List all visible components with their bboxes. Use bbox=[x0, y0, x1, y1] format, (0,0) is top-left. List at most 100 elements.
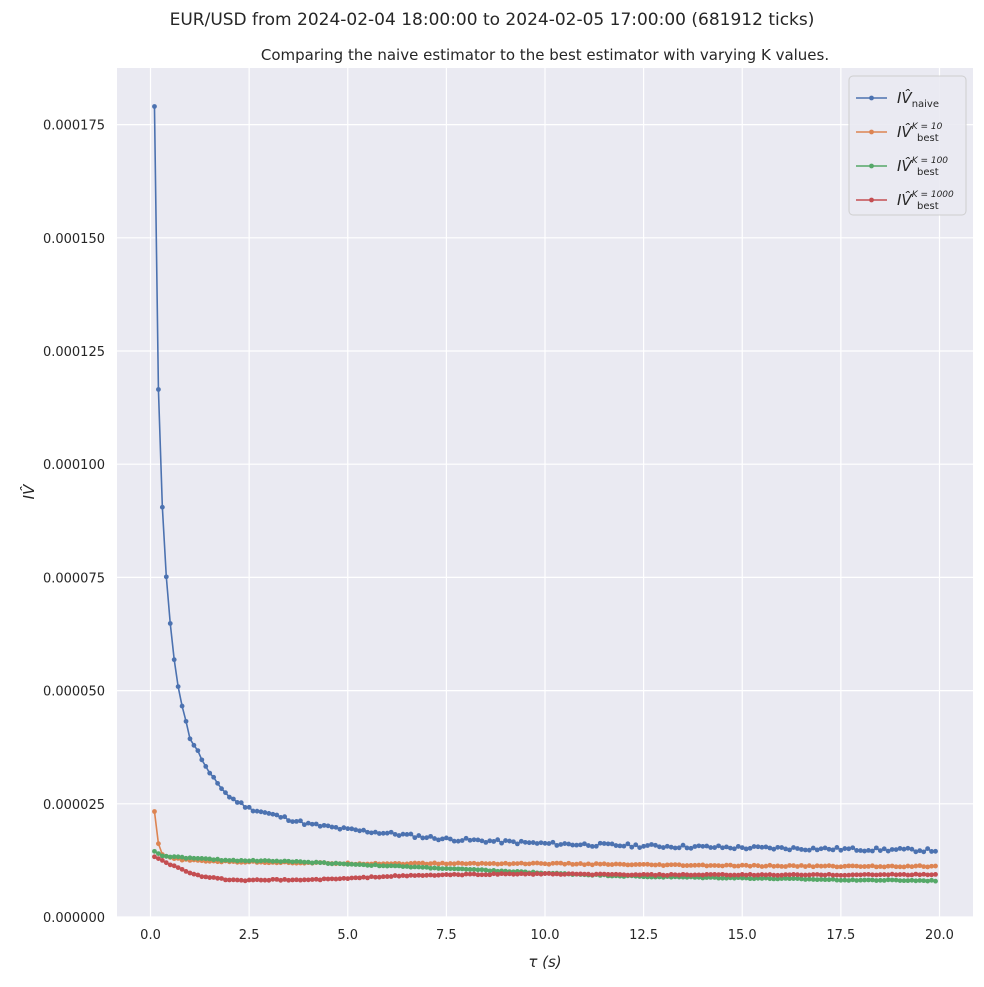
data-point bbox=[223, 857, 228, 863]
data-point bbox=[179, 866, 185, 872]
data-point bbox=[688, 872, 694, 878]
data-point bbox=[534, 860, 540, 866]
data-point bbox=[704, 872, 710, 877]
data-point bbox=[443, 861, 449, 867]
data-point bbox=[534, 841, 540, 846]
data-point bbox=[428, 861, 433, 867]
data-point bbox=[191, 871, 197, 877]
data-point bbox=[440, 872, 445, 878]
chart-suptitle: EUR/USD from 2024-02-04 18:00:00 to 2024… bbox=[170, 10, 815, 30]
data-point bbox=[400, 831, 406, 837]
data-point bbox=[728, 872, 733, 878]
data-point bbox=[881, 878, 887, 883]
data-point bbox=[436, 866, 441, 871]
data-point bbox=[696, 843, 702, 849]
legend-subscript: best bbox=[917, 201, 939, 212]
data-point bbox=[885, 848, 891, 854]
data-point bbox=[384, 863, 390, 869]
data-point bbox=[511, 861, 516, 866]
data-point bbox=[451, 861, 457, 867]
data-point bbox=[388, 863, 394, 869]
data-point bbox=[270, 876, 276, 882]
data-point bbox=[436, 837, 441, 843]
data-point bbox=[234, 800, 240, 805]
data-point bbox=[779, 864, 785, 869]
data-point bbox=[810, 864, 816, 870]
data-point bbox=[447, 836, 453, 842]
data-point bbox=[870, 872, 875, 878]
data-point bbox=[357, 875, 362, 881]
data-point bbox=[349, 875, 355, 881]
data-point bbox=[234, 877, 240, 883]
data-point bbox=[834, 877, 840, 883]
data-point bbox=[885, 872, 891, 878]
data-point bbox=[925, 878, 931, 884]
data-point bbox=[925, 864, 931, 870]
data-point bbox=[743, 846, 749, 852]
data-point bbox=[913, 878, 919, 884]
data-point bbox=[372, 862, 378, 868]
data-point bbox=[487, 838, 493, 844]
data-point bbox=[921, 849, 927, 855]
data-point bbox=[605, 841, 611, 847]
data-point bbox=[574, 871, 579, 877]
data-point bbox=[238, 858, 244, 863]
data-point bbox=[637, 872, 643, 878]
legend-marker bbox=[869, 197, 874, 203]
data-point bbox=[266, 877, 272, 883]
data-point bbox=[152, 104, 157, 109]
data-point bbox=[463, 871, 469, 877]
data-point bbox=[432, 873, 437, 878]
data-point bbox=[428, 865, 433, 871]
data-point bbox=[909, 877, 915, 883]
data-point bbox=[905, 872, 911, 878]
data-point bbox=[463, 861, 469, 867]
data-point bbox=[814, 847, 820, 853]
data-point bbox=[187, 855, 193, 861]
y-tick-label: 0.000100 bbox=[43, 458, 105, 473]
data-point bbox=[384, 830, 390, 836]
data-point bbox=[349, 861, 355, 867]
data-point bbox=[933, 871, 938, 877]
data-point bbox=[309, 860, 315, 866]
data-point bbox=[282, 858, 288, 864]
data-point bbox=[159, 504, 165, 510]
data-point bbox=[763, 863, 769, 869]
data-point bbox=[562, 861, 568, 867]
data-point bbox=[771, 863, 777, 869]
data-point bbox=[929, 877, 934, 883]
data-point bbox=[199, 874, 205, 880]
data-point bbox=[262, 877, 268, 883]
data-point bbox=[889, 847, 895, 852]
data-point bbox=[238, 800, 244, 806]
data-point bbox=[321, 822, 327, 828]
data-point bbox=[487, 868, 493, 874]
data-point bbox=[735, 844, 741, 849]
data-point bbox=[601, 841, 607, 846]
data-point bbox=[479, 860, 485, 866]
data-point bbox=[597, 871, 603, 877]
data-point bbox=[708, 863, 714, 868]
data-point bbox=[897, 872, 903, 877]
data-point bbox=[712, 845, 718, 850]
data-point bbox=[613, 861, 619, 867]
data-point bbox=[207, 770, 213, 776]
data-point bbox=[653, 862, 658, 868]
data-point bbox=[649, 842, 654, 847]
data-point bbox=[345, 876, 351, 882]
data-point bbox=[799, 876, 804, 882]
data-point bbox=[167, 862, 173, 868]
data-point bbox=[862, 848, 867, 854]
data-point bbox=[633, 872, 639, 878]
data-point bbox=[609, 872, 615, 877]
data-point bbox=[917, 863, 923, 869]
data-point bbox=[787, 863, 792, 868]
data-point bbox=[720, 845, 725, 851]
data-point bbox=[846, 863, 852, 869]
data-point bbox=[578, 861, 583, 866]
data-point bbox=[530, 860, 536, 866]
series-1 bbox=[152, 104, 938, 855]
data-point bbox=[700, 843, 706, 849]
data-point bbox=[633, 862, 639, 867]
data-point bbox=[870, 877, 875, 883]
